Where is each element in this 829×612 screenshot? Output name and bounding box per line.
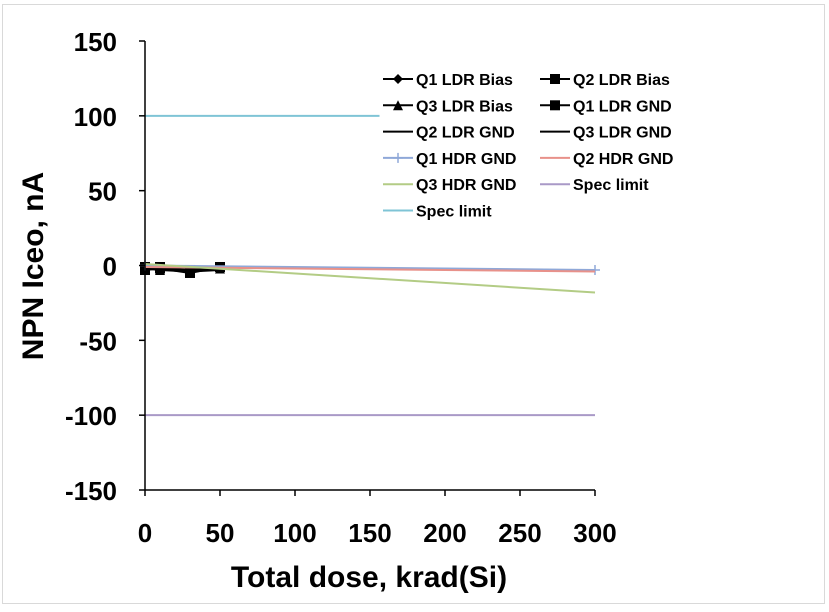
x-tick-label: 0 [138,518,152,548]
legend-label: Q1 LDR Bias [416,72,513,89]
y-tick-label: 150 [74,27,117,57]
legend-label: Q2 LDR GND [416,125,515,142]
legend-item: Spec limit [540,177,649,194]
x-tick-label: 300 [573,518,616,548]
legend-label: Q3 LDR GND [573,125,672,142]
y-tick-label: -100 [65,401,117,431]
y-tick-label: 100 [74,102,117,132]
legend-marker [393,100,403,111]
axes-layer: 150 100 50 0 -50 -100 -150 0 50 100 150 200 250 300 [65,27,617,548]
legend-item: Q2 HDR GND [540,151,673,168]
x-tick-label: 250 [498,518,541,548]
legend-label: Q2 HDR GND [573,151,673,168]
legend-item: Spec limit [383,204,492,221]
legend-item: Q2 LDR GND [383,125,515,142]
y-tick-label: 0 [103,252,117,282]
legend-label: Q3 LDR Bias [416,98,513,115]
x-axis-label: Total dose, krad(Si) [231,561,507,594]
series-line [144,263,596,294]
legend-item: Q2 LDR Bias [540,72,670,89]
legend: Q1 LDR Bias Q2 LDR Bias Q3 LDR Bias Q1 LDR … [379,64,697,224]
x-tick-label: 200 [423,518,466,548]
data-point [590,264,600,275]
legend-item: Q1 LDR GND [540,98,672,115]
y-tick-label: 50 [88,177,117,207]
x-tick-label: 50 [206,518,235,548]
legend-label: Spec limit [416,204,492,221]
legend-item: Q3 LDR GND [540,125,672,142]
legend-label: Q1 HDR GND [416,151,516,168]
y-axis-label: NPN Iceo, nA [17,172,50,360]
chart-frame [2,4,825,604]
data-point [185,267,195,278]
legend-label: Q2 LDR Bias [573,72,670,89]
legend-box [379,64,697,224]
legend-item: Q1 HDR GND [383,151,516,168]
y-tick-label: -50 [79,326,117,356]
x-tick-label: 100 [273,518,316,548]
y-tick-label: -150 [65,476,117,506]
legend-label: Spec limit [573,177,649,194]
legend-marker [550,74,560,84]
legend-marker [550,100,560,111]
legend-marker [393,152,403,163]
series-9 [144,263,596,294]
legend-label: Q3 HDR GND [416,177,516,194]
legend-item: Q1 LDR Bias [383,72,513,89]
x-tick-label: 150 [348,518,391,548]
legend-label: Q1 LDR GND [573,98,672,115]
series-line [144,264,596,271]
legend-marker [393,74,403,84]
legend-item: Q3 HDR GND [383,177,516,194]
legend-item: Q3 LDR Bias [383,98,513,115]
